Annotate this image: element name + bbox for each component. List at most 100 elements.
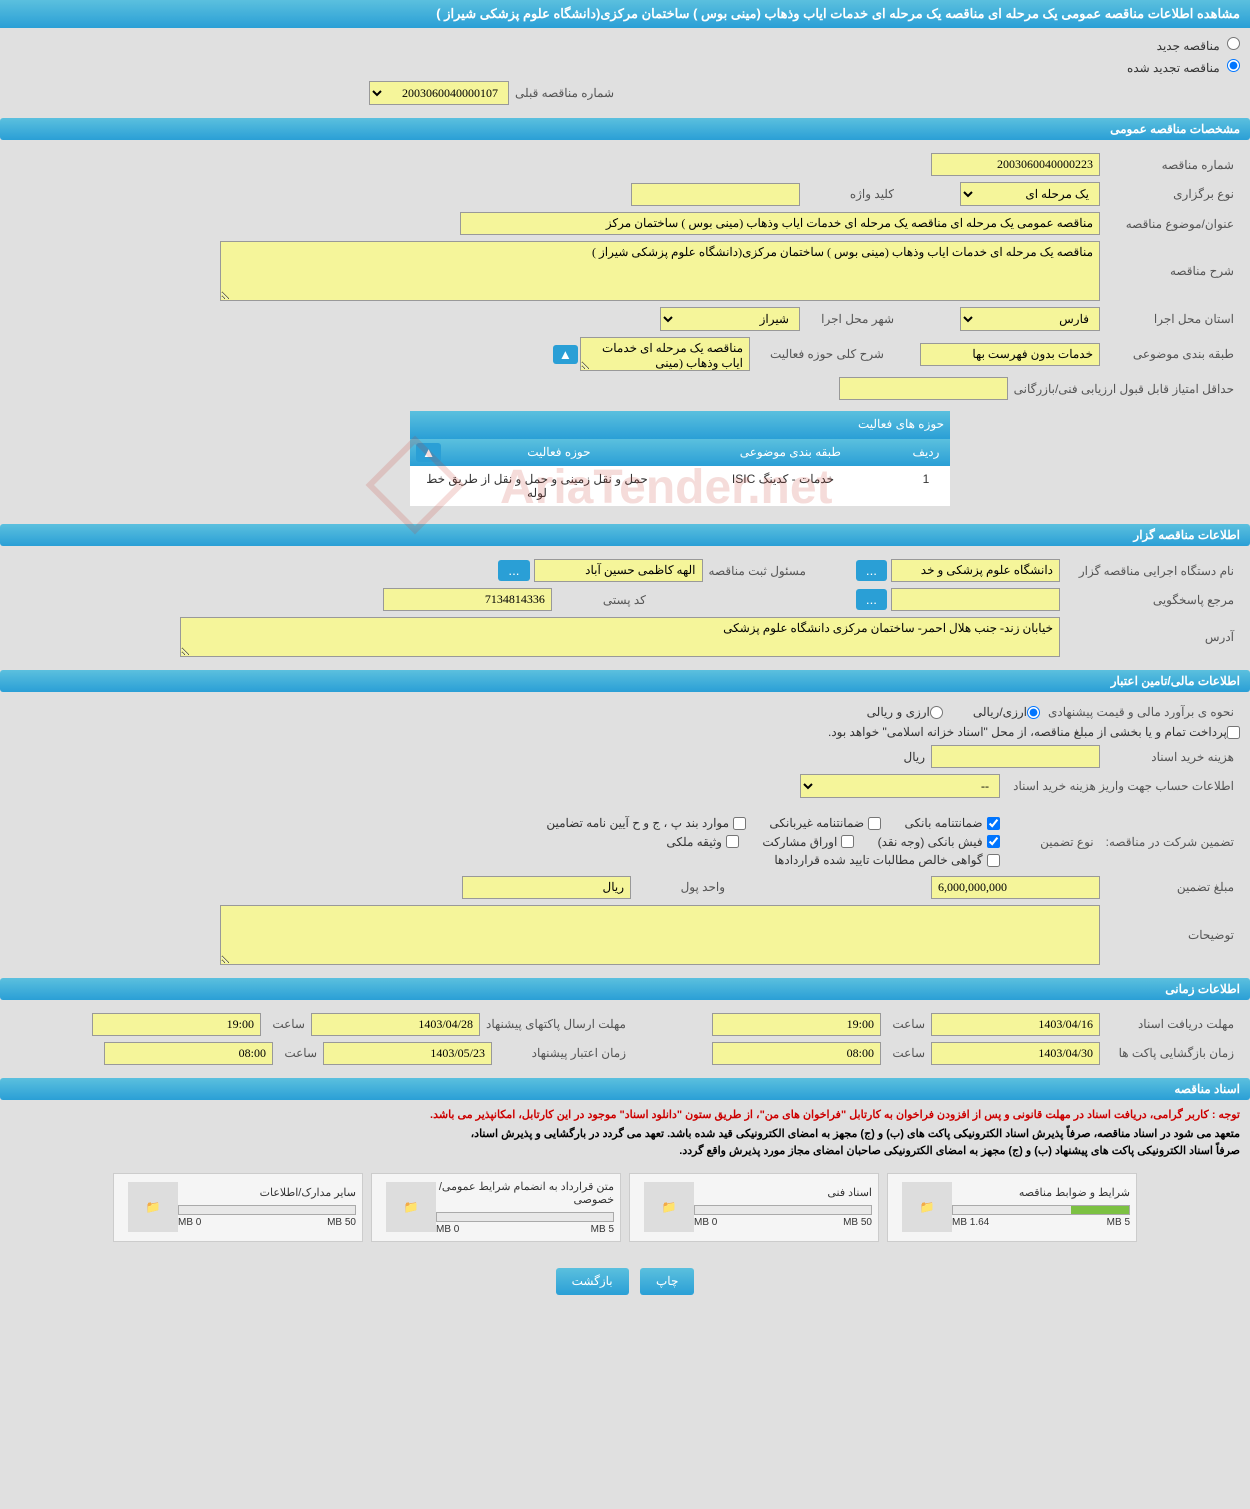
doc-title: اسناد فنی <box>694 1186 872 1199</box>
min-score-input[interactable] <box>839 377 1008 400</box>
number-input[interactable] <box>931 153 1100 176</box>
page-title: مشاهده اطلاعات مناقصه عمومی یک مرحله ای … <box>0 0 1250 28</box>
keyword-input[interactable] <box>631 183 800 206</box>
prev-number-select[interactable]: 2003060040000107 <box>369 81 509 105</box>
tbl-col-category: طبقه بندی موضوعی <box>675 443 906 462</box>
cb-clearance-label: گواهی خالص مطالبات تایید شده قراردادها <box>774 853 982 867</box>
cb-nonbank-label: ضمانتنامه غیربانکی <box>769 816 864 830</box>
city-select[interactable]: شیراز <box>660 307 800 331</box>
doc-deadline-time[interactable] <box>712 1013 881 1036</box>
min-score-label: حداقل امتیاز قابل قبول ارزیابی فنی/بازرگ… <box>1008 382 1240 396</box>
address-input[interactable] <box>180 617 1060 657</box>
credit-time[interactable] <box>104 1042 273 1065</box>
city-label: شهر محل اجرا <box>800 312 900 326</box>
proposal-deadline-label: مهلت ارسال پاکتهای پیشنهاد <box>480 1017 632 1031</box>
cb-fish-label: فیش بانکی (وجه نقد) <box>878 835 983 849</box>
org-label: نام دستگاه اجرایی مناقصه گزار <box>1060 564 1240 578</box>
time-label-1: ساعت <box>881 1017 931 1031</box>
cb-bank-label: ضمانتنامه بانکی <box>904 816 982 830</box>
activity-label: شرح کلی حوزه فعالیت <box>750 347 890 361</box>
doc-card-other[interactable]: سایر مدارک/اطلاعات 50 MB0 MB 📁 <box>113 1173 363 1242</box>
account-select[interactable]: -- <box>800 774 1000 798</box>
opening-date[interactable] <box>931 1042 1100 1065</box>
org-input[interactable] <box>891 559 1060 582</box>
contact-label: مرجع پاسخگویی <box>1060 593 1240 607</box>
currency-unit-input[interactable] <box>462 876 631 899</box>
td-idx: 1 <box>906 470 946 502</box>
doc-total: 50 MB <box>843 1217 872 1228</box>
proposal-deadline-time[interactable] <box>92 1013 261 1036</box>
cb-fish[interactable] <box>987 835 1000 848</box>
price-method-label: نحوه ی برآورد مالی و قیمت پیشنهادی <box>1040 705 1240 719</box>
category-label: طبقه بندی موضوعی <box>1100 347 1240 361</box>
doc-card-terms[interactable]: شرایط و ضوابط مناقصه 5 MB1.64 MB 📁 <box>887 1173 1137 1242</box>
doc-used: 0 MB <box>178 1217 201 1228</box>
doc-cost-input[interactable] <box>931 745 1100 768</box>
radio-new-label: مناقصه جدید <box>1157 39 1220 53</box>
cb-bank[interactable] <box>987 817 1000 830</box>
tbl-col-area: حوزه فعالیت <box>443 443 674 462</box>
doc-card-contract[interactable]: متن قرارداد به انضمام شرایط عمومی/خصوصی … <box>371 1173 621 1242</box>
desc-input[interactable] <box>220 241 1100 301</box>
credit-date[interactable] <box>323 1042 492 1065</box>
tbl-title: حوزه های فعالیت <box>414 415 946 435</box>
radio-rial[interactable] <box>1027 706 1040 719</box>
cb-bonds-label: اوراق مشارکت <box>762 835 837 849</box>
doc-cost-unit: ریال <box>897 750 931 764</box>
cb-clearance[interactable] <box>987 854 1000 867</box>
doc-title: سایر مدارک/اطلاعات <box>178 1186 356 1199</box>
guarantee-amount-input[interactable] <box>931 876 1100 899</box>
radio-rial-label: ارزی/ریالی <box>973 705 1027 719</box>
cb-property[interactable] <box>726 835 739 848</box>
radio-new-tender[interactable] <box>1227 37 1240 50</box>
tbl-collapse-button[interactable]: ▲ <box>416 443 441 462</box>
postal-input[interactable] <box>383 588 552 611</box>
officer-lookup-button[interactable]: ... <box>498 560 529 581</box>
activity-input[interactable] <box>580 337 750 371</box>
time-label-3: ساعت <box>881 1046 931 1060</box>
doc-deadline-date[interactable] <box>931 1013 1100 1036</box>
cb-treasury[interactable] <box>1227 726 1240 739</box>
contact-lookup-button[interactable]: ... <box>856 589 887 610</box>
notes-input[interactable] <box>220 905 1100 965</box>
number-label: شماره مناقصه <box>1100 158 1240 172</box>
address-label: آدرس <box>1060 630 1240 644</box>
print-button[interactable]: چاپ <box>640 1268 694 1295</box>
province-select[interactable]: فارس <box>960 307 1100 331</box>
subject-input[interactable] <box>460 212 1100 235</box>
province-label: استان محل اجرا <box>1100 312 1240 326</box>
guarantee-type-label: نوع تضمین <box>1000 835 1100 849</box>
contact-input[interactable] <box>891 588 1060 611</box>
radio-currency-label: ارزی و ریالی <box>867 705 930 719</box>
cb-bonds[interactable] <box>841 835 854 848</box>
doc-title: متن قرارداد به انضمام شرایط عمومی/خصوصی <box>436 1180 614 1206</box>
category-input[interactable] <box>920 343 1100 366</box>
guarantee-label: تضمین شرکت در مناقصه: <box>1100 835 1240 849</box>
org-lookup-button[interactable]: ... <box>856 560 887 581</box>
type-select[interactable]: یک مرحله ای <box>960 182 1100 206</box>
treasury-note: پرداخت تمام و یا بخشی از مبلغ مناقصه، از… <box>828 725 1227 739</box>
activity-up-button[interactable]: ▲ <box>553 345 578 364</box>
desc-label: شرح مناقصه <box>1100 264 1240 278</box>
radio-currency[interactable] <box>930 706 943 719</box>
doc-card-tech[interactable]: اسناد فنی 50 MB0 MB 📁 <box>629 1173 879 1242</box>
cb-nonbank[interactable] <box>868 817 881 830</box>
notice-black-1: متعهد می شود در اسناد مناقصه، صرفاً پذیر… <box>0 1125 1250 1142</box>
doc-total: 5 MB <box>1107 1217 1130 1228</box>
opening-time[interactable] <box>712 1042 881 1065</box>
proposal-deadline-date[interactable] <box>311 1013 480 1036</box>
cb-clause[interactable] <box>733 817 746 830</box>
cb-property-label: وثیقه ملکی <box>666 835 722 849</box>
table-row: 1 خدمات - کدینگ ISIC حمل و نقل زمینی و ح… <box>410 466 950 506</box>
section-docs: اسناد مناقصه <box>0 1078 1250 1100</box>
radio-renewed-tender[interactable] <box>1227 59 1240 72</box>
section-general: مشخصات مناقصه عمومی <box>0 118 1250 140</box>
doc-used: 0 MB <box>694 1217 717 1228</box>
keyword-label: کلید واژه <box>800 187 900 201</box>
postal-label: کد پستی <box>552 593 652 607</box>
time-label-2: ساعت <box>261 1017 311 1031</box>
td-category: خدمات - کدینگ ISIC <box>660 470 906 502</box>
currency-unit-label: واحد پول <box>631 880 731 894</box>
officer-input[interactable] <box>534 559 703 582</box>
back-button[interactable]: بازگشت <box>556 1268 629 1295</box>
